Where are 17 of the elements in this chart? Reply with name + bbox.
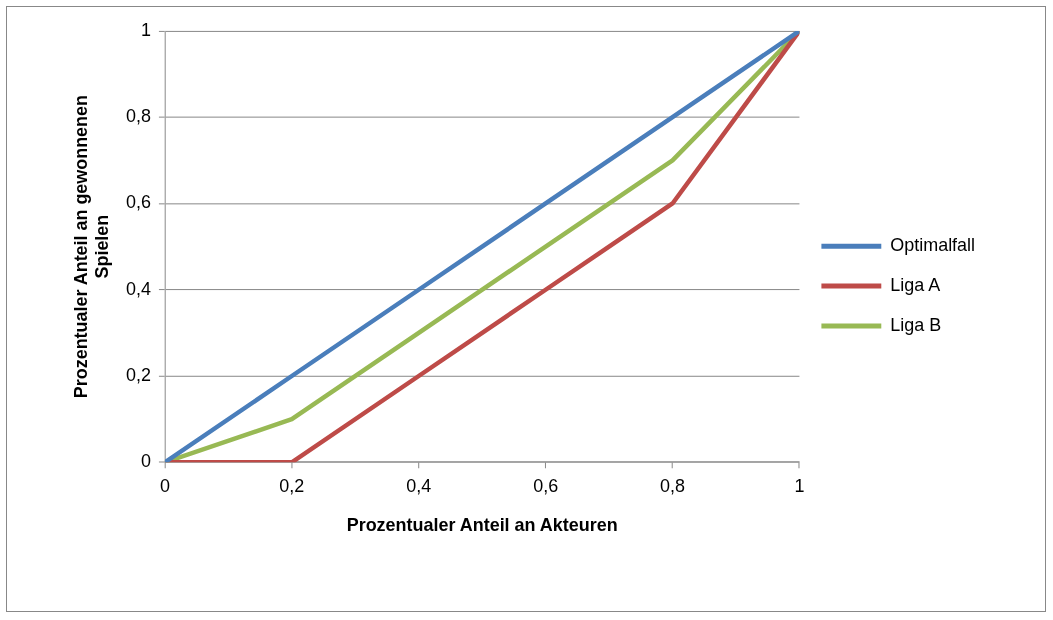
x-tick-label: 0 xyxy=(159,475,170,496)
legend-label: Liga A xyxy=(890,275,941,296)
x-tick-label: 0,8 xyxy=(660,475,686,496)
y-axis-title: Prozentualer Anteil an gewonnenen Spielen xyxy=(70,95,113,399)
y-tick-label: 0,4 xyxy=(125,278,151,299)
x-tick-label: 0,6 xyxy=(533,475,559,496)
x-tick-label: 0,2 xyxy=(279,475,305,496)
y-tick-label: 0 xyxy=(140,451,151,472)
y-tick-label: 0,8 xyxy=(125,106,151,127)
x-axis-title: Prozentualer Anteil an Akteuren xyxy=(346,515,618,536)
x-tick-label: 0,4 xyxy=(406,475,432,496)
x-tick-label: 1 xyxy=(794,475,805,496)
legend-label: Optimalfall xyxy=(890,235,976,256)
legend-label: Liga B xyxy=(890,314,942,335)
y-tick-label: 1 xyxy=(140,19,151,40)
y-tick-label: 0,6 xyxy=(125,192,151,213)
y-tick-label: 0,2 xyxy=(125,364,151,385)
